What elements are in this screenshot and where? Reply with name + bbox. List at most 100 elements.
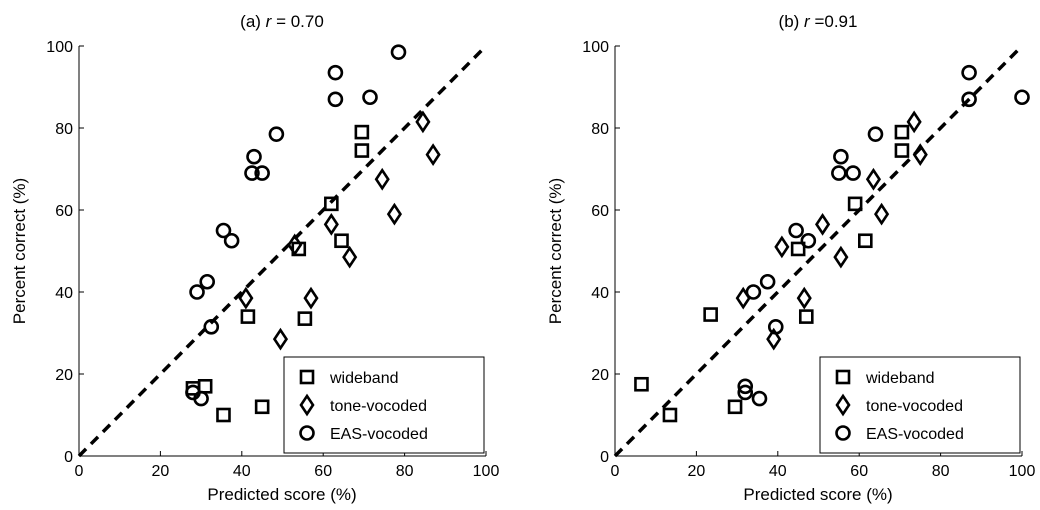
panel-b-y-tick-label: 80: [591, 121, 609, 138]
panel-b-eas-vocoded-point: [1014, 89, 1030, 106]
panel-a-wideband-point: [354, 143, 370, 158]
panel-b-wideband-point: [894, 124, 910, 140]
panel-a-tone-vocoded-point: [374, 167, 390, 191]
panel-a-wideband-point: [216, 407, 231, 423]
panel-b-eas-vocoded-point: [831, 165, 847, 181]
panel-b-wideband-point: [847, 196, 863, 212]
panel-a-wideband-point: [297, 311, 313, 326]
panel-b-legend-eas-vocoded-label: EAS-vocoded: [866, 426, 964, 443]
panel-b: (b) r =0.91 Predicted score (%) Percent …: [546, 12, 1035, 504]
panel-b-xlabel: Predicted score (%): [743, 485, 892, 504]
panel-a-x-tick-label: 100: [473, 463, 500, 480]
panel-b-legend-eas-vocoded-marker: [835, 425, 851, 441]
panel-a-x-tick-label: 0: [75, 463, 84, 480]
panel-b-tone-vocoded-point: [912, 143, 928, 166]
panel-b-legend-wideband-label: wideband: [865, 370, 935, 387]
panel-a-legend-eas-vocoded-marker: [299, 425, 315, 441]
panel-a-tone-vocoded-point: [415, 110, 431, 134]
panel-b-eas-vocoded-point: [833, 148, 849, 165]
panel-b-eas-vocoded-point: [800, 232, 817, 249]
panel-a-legend-wideband-marker: [299, 369, 315, 385]
panel-a-legend-tone-vocoded-label: tone-vocoded: [330, 398, 427, 415]
panel-b-y-tick-label: 20: [591, 367, 609, 384]
panel-a-tone-vocoded-point: [386, 202, 402, 226]
panel-b-x-tick-label: 80: [932, 463, 950, 480]
panel-a-x-tick-label: 20: [152, 463, 170, 480]
panel-b-wideband-point: [662, 407, 678, 423]
panel-a-title-prefix: (a): [240, 12, 261, 31]
panel-a-eas-vocoded-point: [223, 232, 240, 249]
panel-b-ylabel: Percent correct (%): [546, 178, 565, 324]
panel-b-x-tick-label: 20: [688, 463, 706, 480]
panel-a-wideband-point: [254, 399, 270, 415]
panel-a-wideband-point: [197, 378, 213, 394]
panel-b-tone-vocoded-point: [874, 202, 890, 226]
panel-b-wideband-point: [727, 399, 743, 415]
panel-b-eas-vocoded-point: [961, 91, 977, 108]
panel-a-tone-vocoded-point: [323, 213, 339, 236]
panel-a-legend-tone-vocoded-marker: [299, 393, 315, 417]
panel-a-title-value: = 0.70: [276, 12, 324, 31]
panel-a-tone-vocoded-point: [272, 327, 289, 351]
panel-a-x-tick-label: 40: [233, 463, 251, 480]
panel-b-title-var: r: [804, 12, 811, 31]
panel-a-legend-box: [283, 356, 485, 454]
panel-a-ylabel: Percent correct (%): [10, 178, 29, 324]
panel-a-eas-vocoded-point: [199, 273, 216, 290]
panel-b-tone-vocoded-point: [796, 286, 812, 310]
panel-a-eas-vocoded-point: [390, 44, 407, 60]
panel-a-eas-vocoded-point: [215, 222, 232, 239]
panel-b-wideband-point: [858, 233, 873, 249]
panel-a-tone-vocoded-point: [238, 286, 254, 310]
panel-b-wideband-point: [894, 143, 910, 158]
panel-b-legend-box: [819, 356, 1021, 454]
panel-a-legend-eas-vocoded-label: EAS-vocoded: [330, 426, 428, 443]
panel-b-wideband-point: [798, 309, 814, 324]
panel-b-eas-vocoded-point: [867, 126, 884, 142]
panel-b-identity-line: [613, 44, 1024, 458]
panel-a-y-tick-label: 40: [55, 285, 73, 302]
panel-b-eas-vocoded-point: [737, 384, 754, 401]
panel-a-y-tick-label: 0: [64, 449, 73, 466]
panel-a-y-tick-label: 80: [55, 121, 73, 138]
panel-a-eas-vocoded-point: [254, 165, 270, 181]
panel-a-x-tick-label: 60: [314, 463, 332, 480]
panel-b-tone-vocoded-point: [815, 213, 831, 236]
panel-b-x-tick-label: 60: [850, 463, 868, 480]
panel-a-y-tick-label: 60: [55, 203, 73, 220]
panel-b-tone-vocoded-point: [833, 245, 849, 269]
panel-b-x-tick-label: 40: [769, 463, 787, 480]
panel-a-plot: 0 20 40 60 80 100 0 20 40 60 80 100 wideband tone-voc…: [46, 39, 499, 480]
panel-b-eas-vocoded-point: [745, 284, 762, 300]
panel-a-eas-vocoded-point: [244, 165, 260, 181]
panel-a-eas-vocoded-point: [189, 284, 205, 300]
panel-a-identity-line: [77, 44, 488, 458]
panel-b-eas-vocoded-point: [759, 273, 776, 290]
panel-b-plot: 0 20 40 60 80 100 0 20 40 60 80 100 wideband tone-voc…: [582, 39, 1035, 480]
panel-b-tone-vocoded-point: [766, 327, 782, 351]
panel-b-tone-vocoded-point: [865, 167, 882, 191]
panel-b-eas-vocoded-point: [788, 222, 804, 239]
panel-a-wideband-point: [240, 309, 256, 324]
panel-b-tone-vocoded-point: [774, 235, 790, 259]
panel-a-eas-vocoded-point: [362, 89, 378, 106]
panel-a-title-var: r: [266, 12, 273, 31]
panel-a-eas-vocoded-point: [193, 390, 209, 407]
panel-b-eas-vocoded-point: [961, 64, 977, 81]
panel-b-title: (b) r =0.91: [779, 12, 858, 31]
panel-b-y-tick-label: 100: [582, 39, 609, 56]
panel-a-wideband-point: [354, 124, 370, 140]
panel-a-x-tick-label: 80: [396, 463, 414, 480]
panel-b-legend-tone-vocoded-label: tone-vocoded: [866, 398, 963, 415]
panel-a-xlabel: Predicted score (%): [207, 485, 356, 504]
panel-b-eas-vocoded-point: [845, 165, 861, 181]
panel-b-title-value: =0.91: [814, 12, 857, 31]
panel-a: (a) r = 0.70 Predicted score (%) Percent…: [10, 12, 499, 504]
panel-b-legend-wideband-marker: [835, 369, 851, 385]
panel-a-tone-vocoded-point: [287, 233, 303, 257]
panel-b-y-tick-label: 60: [591, 203, 609, 220]
panel-b-y-tick-label: 0: [600, 449, 609, 466]
panel-b-eas-vocoded-point: [751, 390, 768, 407]
panel-b-wideband-point: [790, 241, 806, 257]
